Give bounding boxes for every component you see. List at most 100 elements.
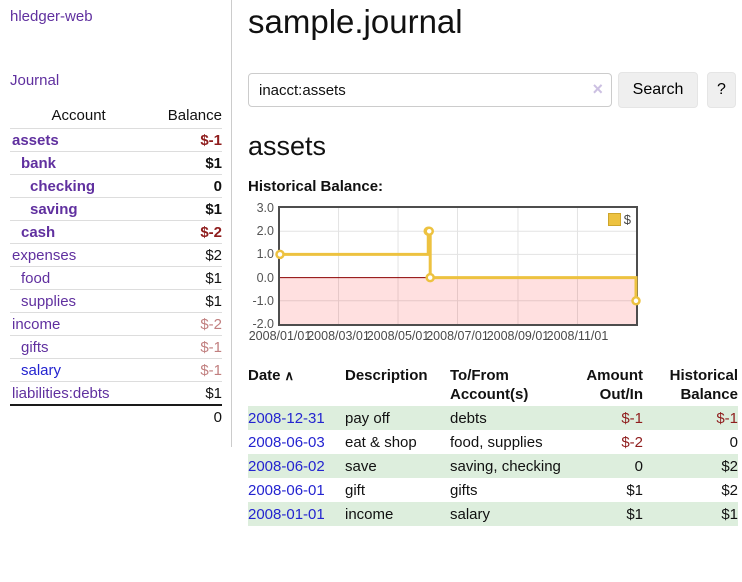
register-account: saving, checking <box>450 458 561 475</box>
register-col-account: To/From Account(s) <box>450 367 529 403</box>
account-balance: $-2 <box>147 220 222 244</box>
account-balance: $1 <box>147 289 222 313</box>
account-balance: $1 <box>147 381 222 406</box>
x-axis-tick-label: 2008/09/01 <box>486 329 550 343</box>
account-row: income $-2 <box>10 312 222 336</box>
register-amount: 0 <box>634 458 643 475</box>
register-description: income <box>345 506 394 523</box>
sidebar-item-journal[interactable]: Journal <box>10 72 60 89</box>
register-col-balance: Historical Balance <box>669 367 738 403</box>
account-link[interactable]: saving <box>30 201 78 218</box>
register-row: 2008-06-03 eat & shop food, supplies $-2… <box>248 430 738 454</box>
accounts-total-spacer <box>10 404 148 428</box>
account-link[interactable]: bank <box>21 155 57 172</box>
account-link[interactable]: income <box>12 316 61 333</box>
register-balance: $1 <box>721 506 738 523</box>
account-row: gifts $-1 <box>10 335 222 359</box>
account-link[interactable]: food <box>21 270 51 287</box>
register-table: Date ∧ Description To/From Account(s) Amo… <box>248 364 738 526</box>
register-amount: $-1 <box>621 410 643 427</box>
register-date-link[interactable]: 2008-06-01 <box>248 482 325 499</box>
register-row: 2008-06-01 gift gifts $1 $2 <box>248 478 738 502</box>
register-col-amount: Amount Out/In <box>586 367 643 403</box>
accounts-col-balance: Balance <box>147 104 222 129</box>
chart-title: Historical Balance: <box>248 178 384 195</box>
register-header-row: Date ∧ Description To/From Account(s) Amo… <box>248 364 738 406</box>
accounts-total-row: 0 <box>10 404 222 428</box>
account-link[interactable]: cash <box>21 224 56 241</box>
search-input[interactable] <box>248 73 612 107</box>
account-balance: $1 <box>147 266 222 290</box>
y-axis-tick-label: -2.0 <box>252 317 274 331</box>
register-date-link[interactable]: 2008-01-01 <box>248 506 325 523</box>
x-axis-tick-label: 2008/07/01 <box>426 329 489 343</box>
account-row: expenses $2 <box>10 243 222 267</box>
account-balance: $-1 <box>147 358 222 382</box>
account-row: bank $1 <box>10 151 222 175</box>
legend-swatch-icon <box>607 213 621 226</box>
register-description: eat & shop <box>345 434 417 451</box>
account-row: salary $-1 <box>10 358 222 382</box>
account-row: saving $1 <box>10 197 222 221</box>
register-description: save <box>345 458 377 475</box>
account-link[interactable]: salary <box>21 362 62 379</box>
account-balance: $-1 <box>147 128 222 152</box>
account-link[interactable]: liabilities:debts <box>12 385 110 402</box>
account-balance: $2 <box>147 243 222 267</box>
account-balance: $1 <box>147 197 222 221</box>
account-balance: $1 <box>147 151 222 175</box>
x-axis-tick-label: 2008/03/01 <box>307 329 370 343</box>
account-balance: 0 <box>147 174 222 198</box>
search-form: × Search ? <box>248 72 738 108</box>
account-link[interactable]: assets <box>12 132 59 149</box>
register-amount: $1 <box>626 482 643 499</box>
page-title: sample.journal <box>248 3 463 40</box>
accounts-total-value: 0 <box>147 404 222 428</box>
account-row: cash $-2 <box>10 220 222 244</box>
register-col-date[interactable]: Date ∧ <box>248 367 295 384</box>
chart-plot: $ <box>275 206 641 326</box>
clear-search-icon[interactable]: × <box>592 79 603 99</box>
legend-label: $ <box>623 212 631 227</box>
account-link[interactable]: expenses <box>12 247 77 264</box>
register-account: gifts <box>450 482 478 499</box>
account-link[interactable]: gifts <box>21 339 49 356</box>
y-axis-tick-label: 3.0 <box>256 201 274 215</box>
register-balance: $2 <box>721 458 738 475</box>
account-balance: $-2 <box>147 312 222 336</box>
sort-asc-icon: ∧ <box>284 368 295 383</box>
y-axis-tick-label: 1.0 <box>256 247 274 262</box>
account-link[interactable]: supplies <box>21 293 77 310</box>
balance-chart: $ 3.0 2.0 1.0 0.0 -1.0 -2.0 2008/01/01 2008/03/… <box>248 201 738 346</box>
account-row: liabilities:debts $1 <box>10 381 222 406</box>
x-axis-tick-label: 2008/05/01 <box>366 329 430 343</box>
app-brand-link[interactable]: hledger-web <box>10 8 93 25</box>
register-row: 2008-12-31 pay off debts $-1 $-1 <box>248 406 738 430</box>
search-button[interactable]: Search <box>618 72 698 108</box>
chart-legend: $ <box>607 212 631 227</box>
sidebar: hledger-web Journal Account Balance asse… <box>0 0 232 447</box>
account-row: assets $-1 <box>10 128 222 152</box>
register-account: debts <box>450 410 487 427</box>
account-row: checking 0 <box>10 174 222 198</box>
register-amount: $-2 <box>621 434 643 451</box>
account-row: supplies $1 <box>10 289 222 313</box>
y-axis-tick-label: 2.0 <box>256 224 274 239</box>
register-description: gift <box>345 482 366 499</box>
help-button[interactable]: ? <box>707 72 736 108</box>
x-axis-tick-label: 2008/01/01 <box>248 329 312 343</box>
y-axis-tick-label: 0.0 <box>256 270 274 285</box>
accounts-col-account: Account <box>10 104 148 129</box>
account-heading: assets <box>248 131 327 161</box>
x-axis-tick-label: 2008/11/01 <box>546 329 609 343</box>
register-date-link[interactable]: 2008-06-03 <box>248 434 325 451</box>
register-col-description: Description <box>345 367 428 384</box>
register-date-link[interactable]: 2008-12-31 <box>248 410 325 427</box>
register-date-link[interactable]: 2008-06-02 <box>248 458 325 475</box>
register-amount: $1 <box>626 506 643 523</box>
register-balance: 0 <box>729 434 738 451</box>
account-row: food $1 <box>10 266 222 290</box>
register-balance: $-1 <box>716 410 738 427</box>
account-link[interactable]: checking <box>30 178 96 195</box>
account-balance: $-1 <box>147 335 222 359</box>
